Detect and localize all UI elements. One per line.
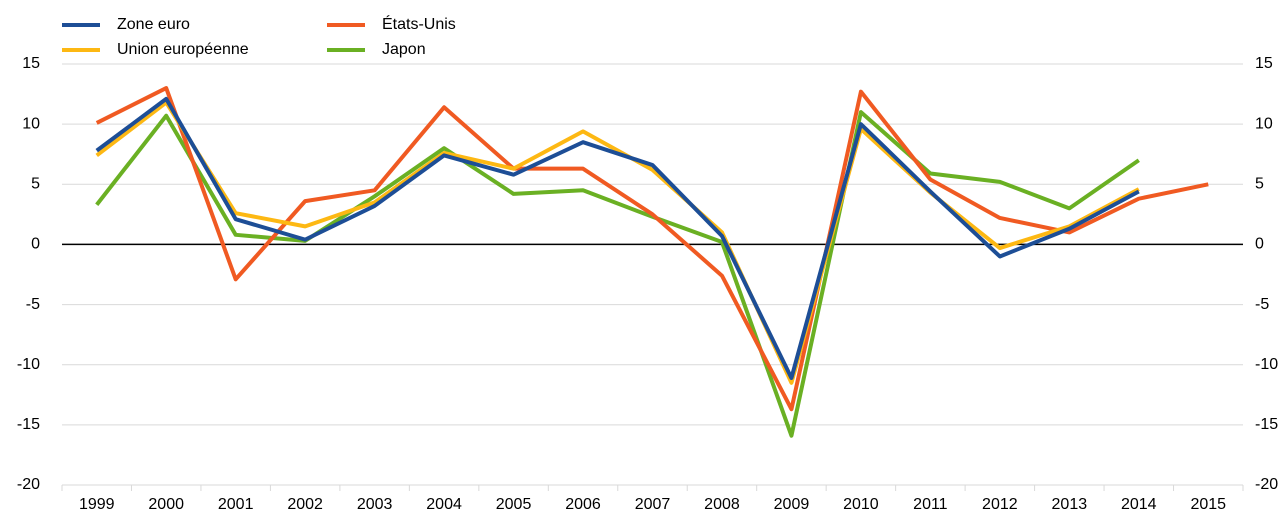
y2-tick-label: -15: [1255, 416, 1278, 433]
series-line: [95, 100, 1140, 385]
y2-tick-label: -20: [1255, 476, 1278, 493]
legend-label: Union européenne: [117, 41, 249, 58]
legend-label: Japon: [382, 41, 426, 58]
x-tick-label: 2011: [913, 496, 948, 513]
x-tick-label: 1999: [79, 496, 115, 513]
x-tick-label: 2002: [287, 496, 323, 513]
y2-tick-label: -10: [1255, 356, 1278, 373]
legend-label: États-Unis: [382, 14, 456, 33]
x-tick-label: 2015: [1190, 496, 1226, 513]
x-tick-label: 2010: [843, 496, 879, 513]
x-tick-label: 2007: [635, 496, 671, 513]
series-line: [95, 110, 1140, 438]
series-line: [95, 86, 1209, 412]
x-tick-label: 2013: [1052, 496, 1088, 513]
x-tick-label: 2012: [982, 496, 1018, 513]
y2-tick-label: 15: [1255, 55, 1273, 72]
x-tick-label: 2000: [148, 496, 184, 513]
x-tick-label: 2006: [565, 496, 601, 513]
y-tick-label: 10: [22, 115, 40, 132]
x-tick-label: 2005: [496, 496, 532, 513]
legend-label: Zone euro: [117, 16, 190, 33]
series-line: [95, 96, 1140, 380]
y2-tick-label: 0: [1255, 236, 1264, 253]
x-tick-label: 2014: [1121, 496, 1157, 513]
y-tick-label: -10: [17, 356, 40, 373]
y-tick-label: 5: [31, 176, 40, 193]
y-tick-label: 15: [22, 55, 40, 72]
x-tick-label: 2009: [774, 496, 810, 513]
y2-tick-label: -5: [1255, 296, 1269, 313]
x-tick-label: 2008: [704, 496, 740, 513]
y-tick-label: 0: [31, 236, 40, 253]
x-tick-label: 2004: [426, 496, 462, 513]
y-tick-label: -15: [17, 416, 40, 433]
y-tick-label: -20: [17, 476, 40, 493]
y2-tick-label: 10: [1255, 115, 1273, 132]
y2-tick-label: 5: [1255, 176, 1264, 193]
x-tick-label: 2001: [218, 496, 254, 513]
y-tick-label: -5: [26, 296, 40, 313]
x-tick-label: 2003: [357, 496, 393, 513]
